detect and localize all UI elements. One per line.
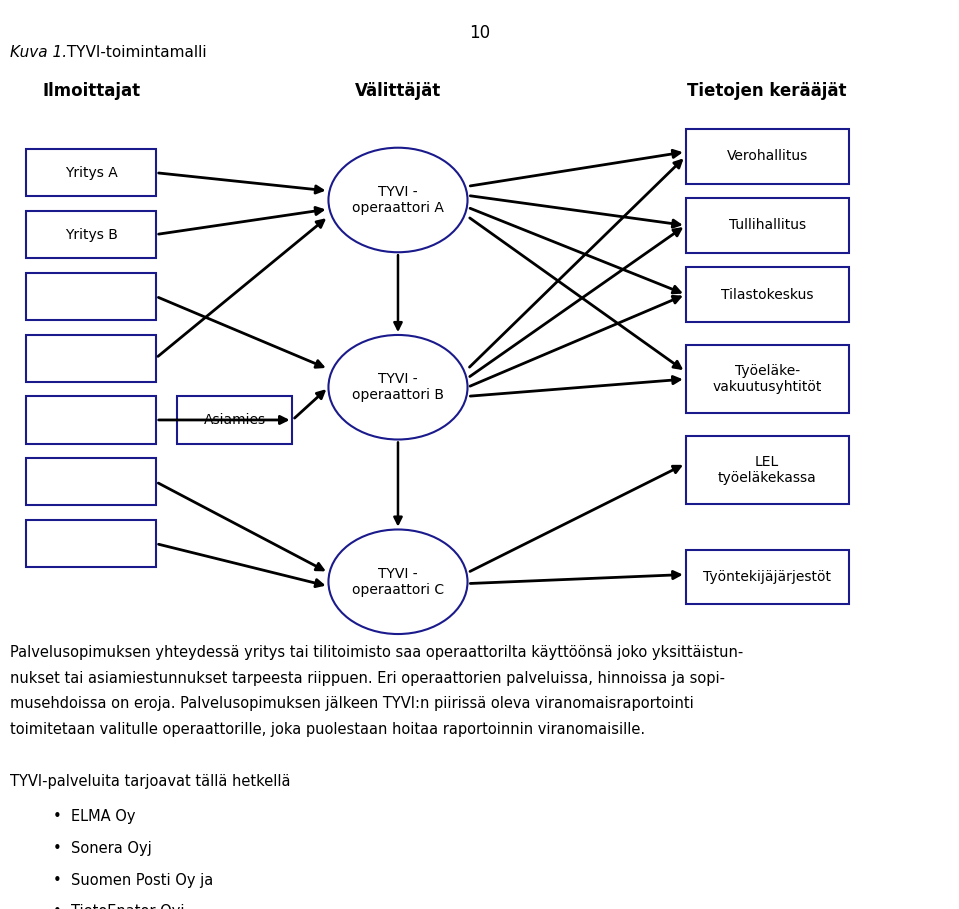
Bar bbox=[26, 520, 155, 567]
Text: •  Suomen Posti Oy ja: • Suomen Posti Oy ja bbox=[53, 873, 213, 888]
Text: Välittäjät: Välittäjät bbox=[355, 82, 441, 100]
Bar bbox=[26, 273, 155, 320]
Ellipse shape bbox=[328, 529, 467, 634]
Ellipse shape bbox=[328, 335, 467, 440]
Text: Asiamies: Asiamies bbox=[204, 413, 266, 427]
Bar bbox=[686, 550, 849, 604]
Text: nukset tai asiamiestunnukset tarpeesta riippuen. Eri operaattorien palveluissa, : nukset tai asiamiestunnukset tarpeesta r… bbox=[10, 671, 725, 686]
Bar bbox=[686, 198, 849, 253]
Text: TYVI -
operaattori A: TYVI - operaattori A bbox=[352, 185, 444, 215]
Text: toimitetaan valitulle operaattorille, joka puolestaan hoitaa raportoinnin virano: toimitetaan valitulle operaattorille, jo… bbox=[10, 722, 644, 737]
Ellipse shape bbox=[328, 147, 467, 253]
Bar bbox=[26, 149, 155, 196]
Text: LEL
työeläkekassa: LEL työeläkekassa bbox=[718, 454, 816, 485]
Text: Kuva 1.: Kuva 1. bbox=[10, 45, 67, 61]
Bar bbox=[26, 211, 155, 258]
Text: TYVI-palveluita tarjoavat tällä hetkellä: TYVI-palveluita tarjoavat tällä hetkellä bbox=[10, 774, 290, 790]
Bar bbox=[26, 335, 155, 382]
Text: Työeläke-
vakuutusyhtitöt: Työeläke- vakuutusyhtitöt bbox=[713, 364, 822, 395]
Text: Verohallitus: Verohallitus bbox=[727, 149, 807, 164]
Bar bbox=[177, 396, 292, 444]
Text: Yritys B: Yritys B bbox=[64, 227, 118, 242]
Text: Tilastokeskus: Tilastokeskus bbox=[721, 287, 813, 302]
Bar bbox=[686, 345, 849, 413]
Bar bbox=[686, 436, 849, 504]
Text: •  TietoEnator Oyj.: • TietoEnator Oyj. bbox=[53, 904, 189, 909]
Text: Ilmoittajat: Ilmoittajat bbox=[42, 82, 140, 100]
Text: Palvelusopimuksen yhteydessä yritys tai tilitoimisto saa operaattorilta käyttöön: Palvelusopimuksen yhteydessä yritys tai … bbox=[10, 645, 743, 661]
Text: TYVI-toimintamalli: TYVI-toimintamalli bbox=[62, 45, 207, 61]
Text: Tietojen kerääjät: Tietojen kerääjät bbox=[688, 82, 847, 100]
Text: TYVI -
operaattori C: TYVI - operaattori C bbox=[352, 566, 444, 597]
Bar bbox=[26, 396, 155, 444]
Text: Tullihallitus: Tullihallitus bbox=[729, 218, 806, 233]
Text: Yritys A: Yritys A bbox=[64, 165, 118, 180]
Text: TYVI -
operaattori B: TYVI - operaattori B bbox=[352, 372, 444, 403]
Bar bbox=[686, 129, 849, 184]
Text: 10: 10 bbox=[469, 24, 490, 42]
Bar bbox=[686, 267, 849, 322]
Text: Työntekijäjärjestöt: Työntekijäjärjestöt bbox=[703, 570, 831, 584]
Text: musehdoissa on eroja. Palvelusopimuksen jälkeen TYVI:n piirissä oleva viranomais: musehdoissa on eroja. Palvelusopimuksen … bbox=[10, 696, 693, 712]
Bar bbox=[26, 458, 155, 505]
Text: •  ELMA Oy: • ELMA Oy bbox=[53, 809, 135, 824]
Text: •  Sonera Oyj: • Sonera Oyj bbox=[53, 841, 152, 856]
